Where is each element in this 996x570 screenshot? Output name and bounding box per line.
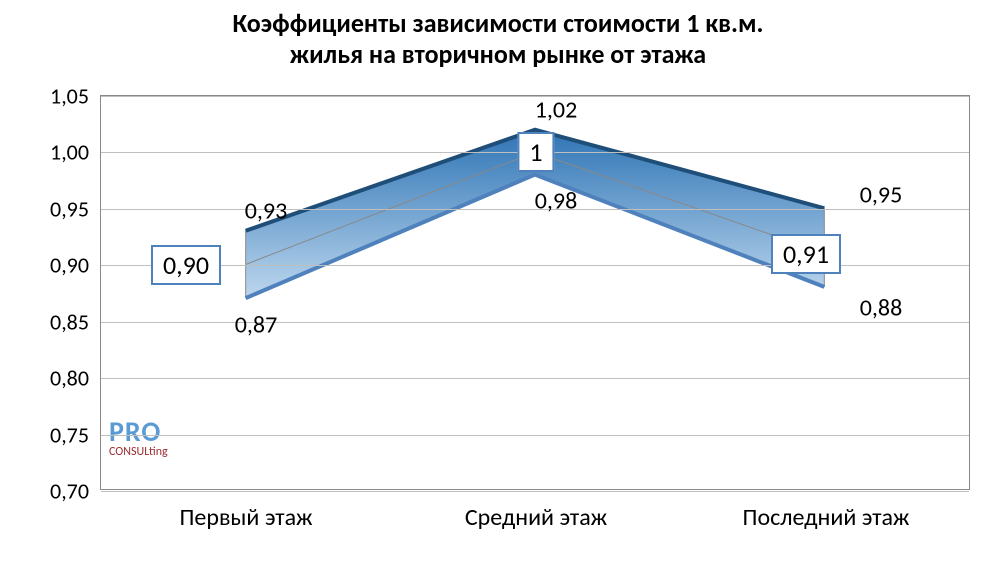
gridline xyxy=(101,435,969,436)
mid-data-label: 1 xyxy=(517,132,554,172)
chart-container: { "chart": { "type": "line-range", "titl… xyxy=(0,0,996,570)
data-label: 1,02 xyxy=(535,95,577,124)
gridline xyxy=(101,378,969,379)
y-tick-label: 1,00 xyxy=(50,139,101,166)
mid-data-label: 0,91 xyxy=(771,234,841,274)
logo-sub: CONSULting xyxy=(109,445,168,459)
data-label: 0,93 xyxy=(245,197,287,226)
data-label: 0,87 xyxy=(235,311,277,340)
plot-area: PRO CONSULting 0,700,750,800,850,900,951… xyxy=(100,95,970,490)
chart-title-line2: жилья на вторичном рынке от этажа xyxy=(290,38,706,70)
x-tick-label: Средний этаж xyxy=(465,489,607,532)
data-label: 0,95 xyxy=(860,180,902,209)
y-tick-label: 0,75 xyxy=(50,421,101,448)
chart-title-line1: Коэффициенты зависимости стоимости 1 кв.… xyxy=(233,7,764,39)
y-tick-label: 0,80 xyxy=(50,365,101,392)
y-tick-label: 1,05 xyxy=(50,83,101,110)
watermark-logo: PRO CONSULting xyxy=(109,414,168,459)
y-tick-label: 0,90 xyxy=(50,252,101,279)
chart-title: Коэффициенты зависимости стоимости 1 кв.… xyxy=(0,8,996,70)
x-tick-label: Последний этаж xyxy=(743,489,910,532)
y-tick-label: 0,95 xyxy=(50,195,101,222)
logo-main: PRO xyxy=(109,414,161,449)
data-label: 0,88 xyxy=(860,293,902,322)
x-tick-label: Первый этаж xyxy=(179,489,312,532)
gridline xyxy=(101,322,969,323)
mid-data-label: 0,90 xyxy=(151,245,221,285)
y-tick-label: 0,70 xyxy=(50,478,101,505)
data-label: 0,98 xyxy=(535,187,577,216)
y-tick-label: 0,85 xyxy=(50,308,101,335)
